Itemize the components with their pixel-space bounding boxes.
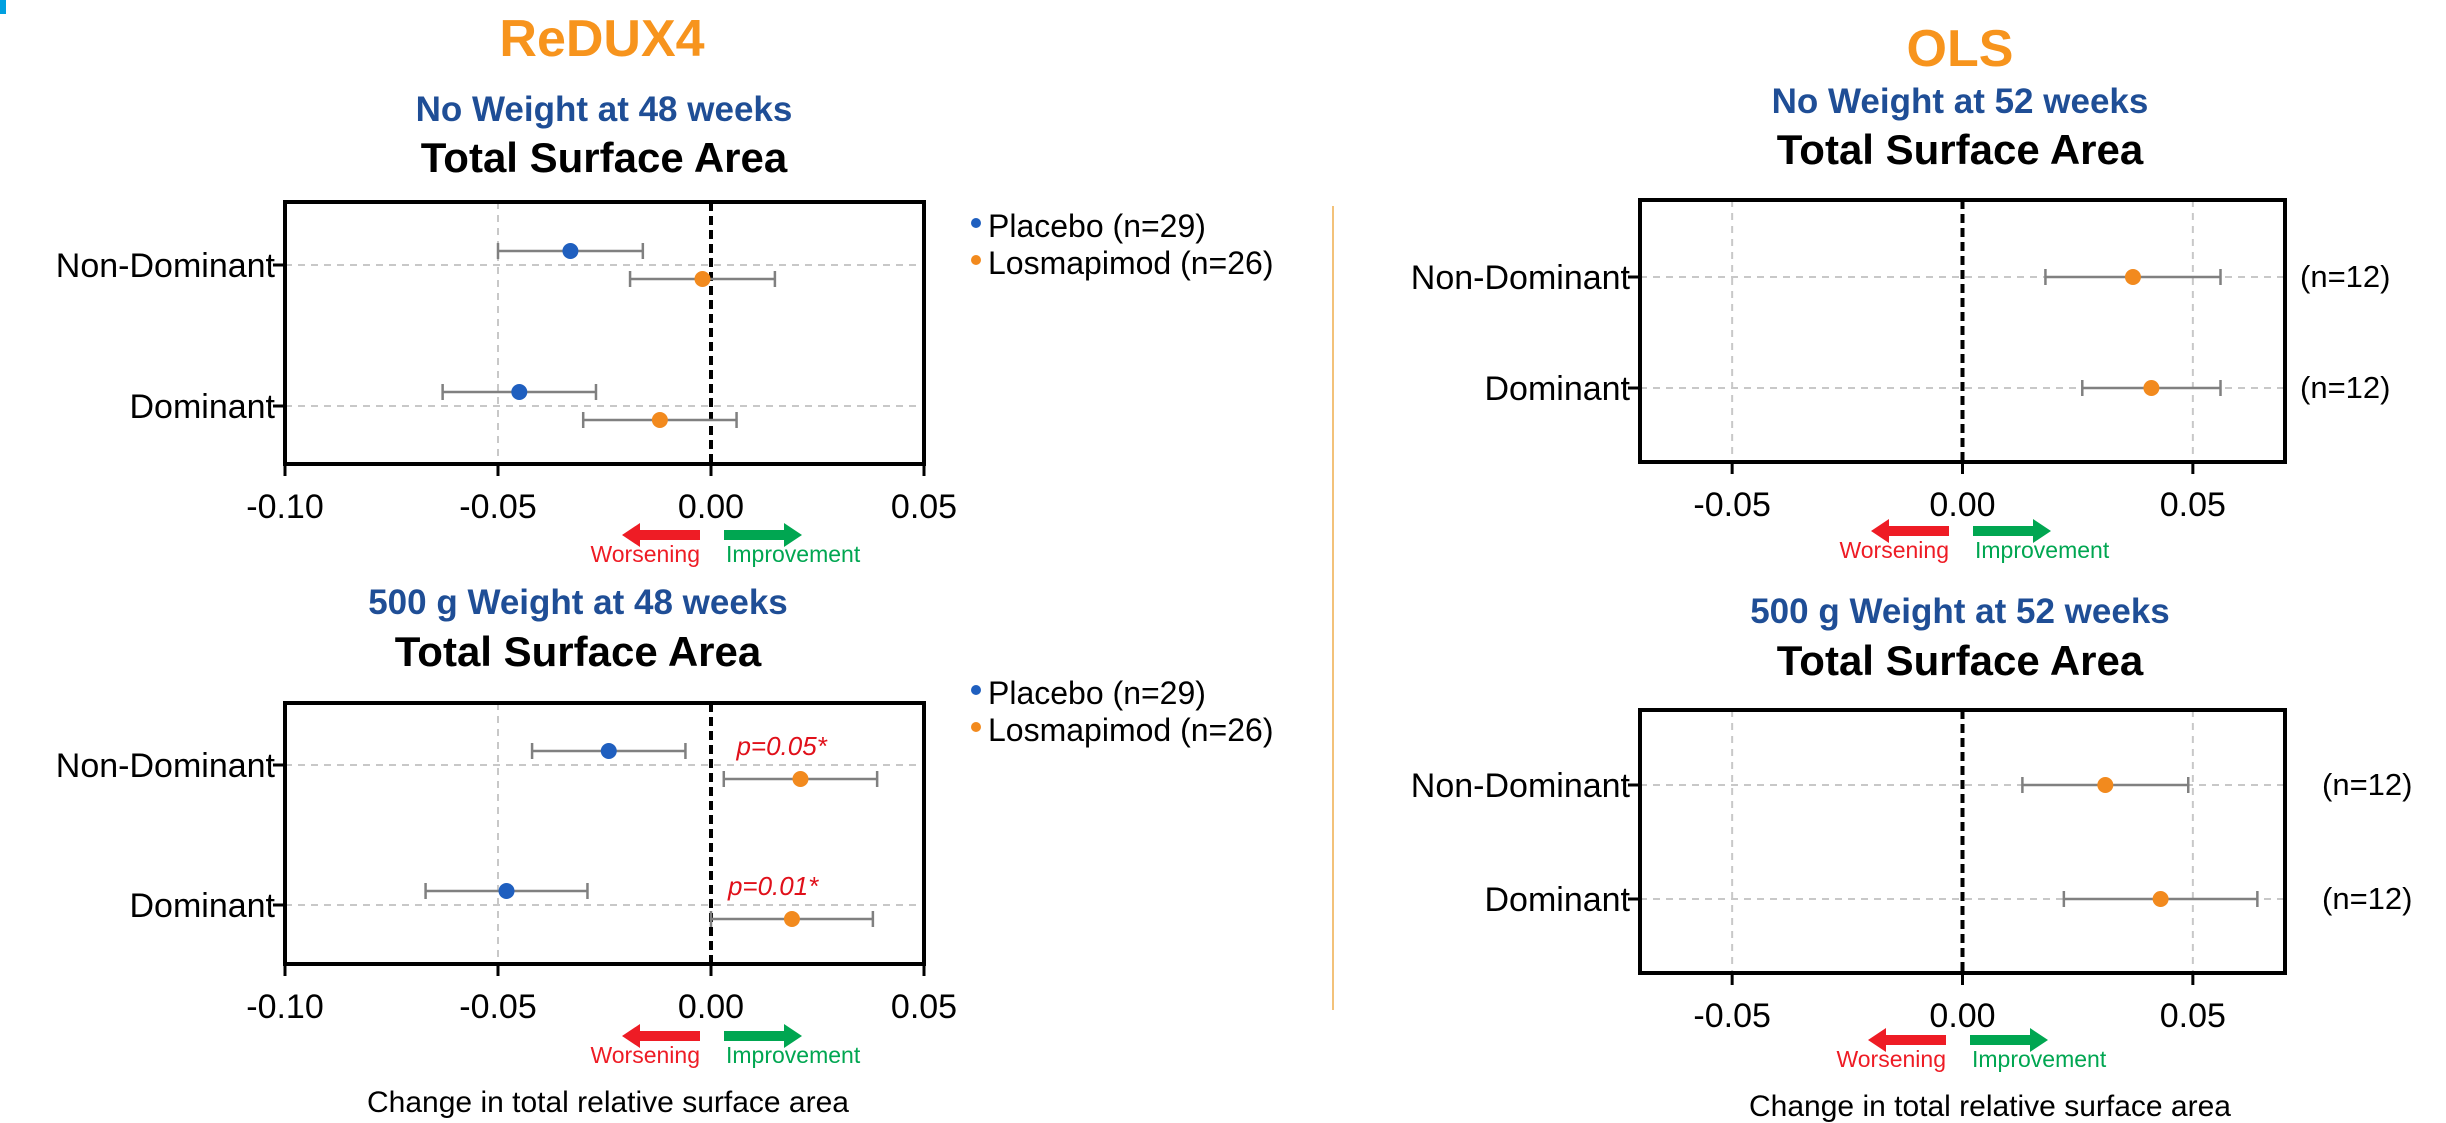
x-tick-label: -0.05 bbox=[459, 488, 537, 526]
plot-frame bbox=[283, 200, 926, 466]
chart-subtitle: No Weight at 48 weeks bbox=[416, 90, 793, 129]
chart-subtitle: 500 g Weight at 52 weeks bbox=[1750, 592, 2170, 631]
legend-marker-losmapimod bbox=[971, 255, 981, 265]
n-label: (n=12) bbox=[2322, 881, 2412, 916]
n-label: (n=12) bbox=[2322, 767, 2412, 802]
data-point-placebo bbox=[562, 243, 579, 259]
worsening-label: Worsening bbox=[590, 1042, 700, 1068]
p-value-annotation: p=0.05* bbox=[735, 731, 827, 761]
plot-frame bbox=[283, 701, 926, 966]
x-axis-label: Change in total relative surface area bbox=[367, 1086, 849, 1119]
x-tick-label: 0.05 bbox=[891, 988, 957, 1026]
data-point-losmapimod bbox=[783, 911, 800, 927]
y-category-label: Dominant bbox=[129, 388, 275, 426]
worsening-label: Worsening bbox=[1839, 537, 1949, 563]
n-label: (n=12) bbox=[2300, 259, 2390, 294]
legend-label-placebo: Placebo (n=29) bbox=[988, 208, 1206, 244]
x-tick-label: 0.00 bbox=[678, 988, 744, 1026]
worsening-arrow bbox=[622, 1024, 700, 1048]
data-point-losmapimod bbox=[651, 412, 668, 428]
data-point-placebo bbox=[600, 743, 617, 759]
x-tick-label: -0.05 bbox=[459, 988, 537, 1026]
x-tick-label: 0.05 bbox=[2160, 997, 2226, 1035]
data-point-losmapimod bbox=[2143, 380, 2160, 396]
chart-panel-ols-500g: 500 g Weight at 52 weeks Total Surface Ar… bbox=[1411, 592, 2413, 1123]
chart-subtitle: 500 g Weight at 48 weeks bbox=[368, 583, 788, 622]
chart-title: Total Surface Area bbox=[1777, 637, 2144, 684]
y-category-label: Non-Dominant bbox=[56, 747, 276, 785]
y-category-label: Dominant bbox=[1484, 370, 1630, 408]
data-point-losmapimod bbox=[792, 771, 809, 787]
y-category-label: Dominant bbox=[129, 887, 275, 925]
worsening-arrow bbox=[1868, 1028, 1946, 1052]
x-tick-label: -0.05 bbox=[1693, 486, 1771, 524]
y-category-label: Non-Dominant bbox=[56, 247, 276, 285]
worsening-label: Worsening bbox=[590, 541, 700, 567]
y-category-label: Non-Dominant bbox=[1411, 259, 1631, 297]
chart-title: Total Surface Area bbox=[1777, 126, 2144, 173]
data-point-losmapimod bbox=[2124, 269, 2141, 285]
top-accent-bar bbox=[0, 0, 6, 14]
x-tick-label: -0.10 bbox=[246, 488, 324, 526]
worsening-arrow bbox=[1871, 519, 1949, 543]
improvement-arrow bbox=[724, 523, 802, 547]
x-tick-label: 0.05 bbox=[891, 488, 957, 526]
chart-panel-redux4-no-weight: No Weight at 48 weeks Total Surface Area N… bbox=[56, 90, 1274, 567]
x-axis-label: Change in total relative surface area bbox=[1749, 1090, 2231, 1123]
chart-subtitle: No Weight at 52 weeks bbox=[1772, 82, 2149, 121]
chart-panel-ols-no-weight: No Weight at 52 weeks Total Surface Area N… bbox=[1411, 82, 2391, 563]
improvement-label: Improvement bbox=[1975, 537, 2110, 563]
data-point-placebo bbox=[511, 384, 528, 400]
improvement-label: Improvement bbox=[1972, 1046, 2107, 1072]
p-value-annotation: p=0.01* bbox=[727, 871, 819, 901]
improvement-arrow bbox=[724, 1024, 802, 1048]
improvement-label: Improvement bbox=[726, 541, 861, 567]
data-point-losmapimod bbox=[2152, 891, 2169, 907]
legend-label-placebo: Placebo (n=29) bbox=[988, 675, 1206, 711]
improvement-label: Improvement bbox=[726, 1042, 861, 1068]
n-label: (n=12) bbox=[2300, 370, 2390, 405]
improvement-arrow bbox=[1970, 1028, 2048, 1052]
improvement-arrow bbox=[1973, 519, 2051, 543]
data-point-placebo bbox=[498, 883, 515, 899]
y-category-label: Non-Dominant bbox=[1411, 767, 1631, 805]
x-tick-label: 0.00 bbox=[1929, 997, 1995, 1035]
chart-title: Total Surface Area bbox=[421, 134, 788, 181]
y-category-label: Dominant bbox=[1484, 881, 1630, 919]
legend-label-losmapimod: Losmapimod (n=26) bbox=[988, 712, 1273, 748]
chart-title: Total Surface Area bbox=[395, 628, 762, 675]
legend-marker-placebo bbox=[971, 685, 981, 695]
legend-marker-placebo bbox=[971, 218, 981, 228]
x-tick-label: 0.00 bbox=[678, 488, 744, 526]
section-title-redux4: ReDUX4 bbox=[499, 10, 704, 68]
x-tick-label: 0.05 bbox=[2160, 486, 2226, 524]
chart-panel-redux4-500g: 500 g Weight at 48 weeks Total Surface Ar… bbox=[56, 583, 1274, 1119]
worsening-label: Worsening bbox=[1836, 1046, 1946, 1072]
x-tick-label: 0.00 bbox=[1929, 486, 1995, 524]
x-tick-label: -0.10 bbox=[246, 988, 324, 1026]
data-point-losmapimod bbox=[2097, 777, 2114, 793]
section-title-ols: OLS bbox=[1907, 20, 2014, 78]
x-tick-label: -0.05 bbox=[1693, 997, 1771, 1035]
legend-marker-losmapimod bbox=[971, 722, 981, 732]
legend-label-losmapimod: Losmapimod (n=26) bbox=[988, 245, 1273, 281]
worsening-arrow bbox=[622, 523, 700, 547]
data-point-losmapimod bbox=[694, 271, 711, 287]
